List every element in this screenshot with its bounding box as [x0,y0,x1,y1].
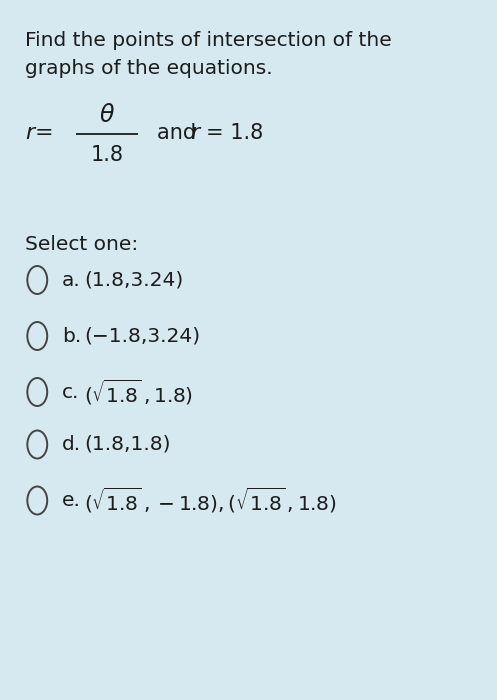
Text: 1.8: 1.8 [90,146,123,165]
Text: (1.8,3.24): (1.8,3.24) [84,270,184,290]
Text: Select one:: Select one: [25,234,138,253]
Text: $r$: $r$ [190,123,202,143]
Text: $r\!=\!$: $r\!=\!$ [25,123,53,143]
Text: a.: a. [62,270,81,290]
Text: graphs of the equations.: graphs of the equations. [25,60,272,78]
Text: d.: d. [62,435,81,454]
Text: (1.8,1.8): (1.8,1.8) [84,435,171,454]
Text: c.: c. [62,382,80,402]
Text: and: and [157,123,202,143]
Text: (−1.8,3.24): (−1.8,3.24) [84,326,201,346]
Text: $(\sqrt{1.8}\,,-1.8),(\sqrt{1.8}\,,1.8)$: $(\sqrt{1.8}\,,-1.8),(\sqrt{1.8}\,,1.8)$ [84,486,337,515]
Text: b.: b. [62,326,82,346]
Text: $(\sqrt{1.8}\,,1.8)$: $(\sqrt{1.8}\,,1.8)$ [84,377,193,407]
Text: e.: e. [62,491,81,510]
Text: = 1.8: = 1.8 [206,123,263,143]
Text: $\theta$: $\theta$ [99,103,115,127]
Text: Find the points of intersection of the: Find the points of intersection of the [25,32,392,50]
